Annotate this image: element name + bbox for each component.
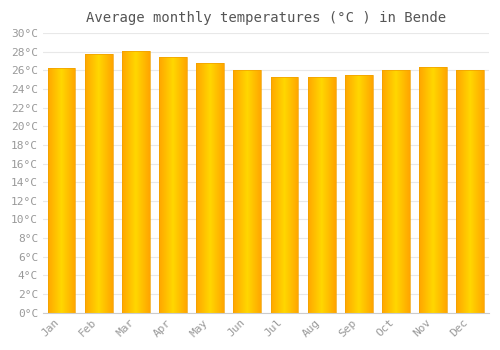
Bar bbox=[196, 63, 224, 313]
Bar bbox=[419, 67, 447, 313]
Bar bbox=[270, 77, 298, 313]
Bar bbox=[122, 51, 150, 313]
Title: Average monthly temperatures (°C ) in Bende: Average monthly temperatures (°C ) in Be… bbox=[86, 11, 446, 25]
Bar bbox=[345, 75, 373, 313]
Bar bbox=[456, 70, 484, 313]
Bar bbox=[48, 68, 76, 313]
Bar bbox=[382, 70, 410, 313]
Bar bbox=[159, 56, 187, 313]
Bar bbox=[85, 54, 112, 313]
Bar bbox=[308, 77, 336, 313]
Bar bbox=[234, 70, 262, 313]
